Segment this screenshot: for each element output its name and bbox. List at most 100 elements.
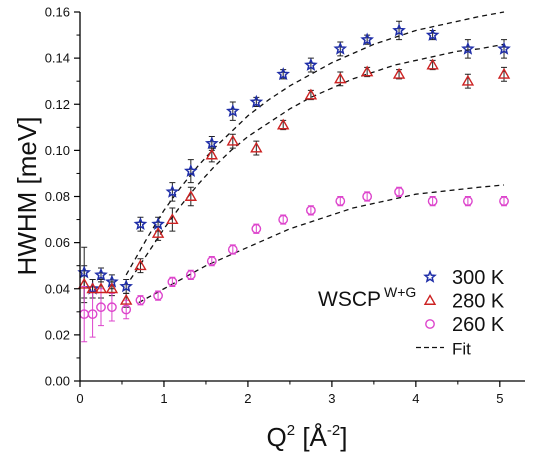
- x-tick-label-2: 2: [244, 391, 251, 406]
- fit-curve-1: [125, 11, 505, 276]
- axes: 0 1 2 3 4 5 0.00 0.02 0.04 0.06 0.08 0.10 0.12 0.14 0.…: [45, 5, 525, 406]
- legend-star-swatch: [423, 269, 437, 283]
- x-tick-label-5: 5: [496, 391, 503, 406]
- data-point-star-7: [151, 216, 165, 231]
- data-point-circle-16: [362, 191, 373, 202]
- error-bar-circle-3: [97, 288, 104, 327]
- y-tick-label-3: 0.06: [45, 235, 70, 250]
- legend-label-2: 280 K: [452, 291, 505, 313]
- legend-label-4: Fit: [452, 340, 471, 359]
- data-point-triangle-6: [134, 259, 147, 271]
- x-tick-label-1: 1: [160, 391, 167, 406]
- data-point-star-15: [333, 41, 348, 55]
- data-point-star-12: [249, 94, 264, 108]
- data-point-star-3: [94, 267, 108, 281]
- data-point-triangle-20: [497, 67, 511, 79]
- y-tick-label-4: 0.08: [45, 189, 70, 204]
- data-point-triangle-2: [86, 282, 99, 294]
- data-point-circle-12: [251, 223, 262, 234]
- data-point-circle-18: [427, 196, 438, 207]
- data-point-triangle-12: [250, 141, 263, 153]
- data-point-circle-17: [394, 186, 404, 197]
- y-tick-label-2: 0.04: [45, 281, 70, 296]
- data-point-triangle-9: [184, 190, 198, 201]
- legend-circle-swatch: [425, 319, 435, 329]
- x-axis-title-unit-sup: -2: [327, 422, 340, 439]
- x-axis-title-unit: [Å: [295, 422, 327, 452]
- data-point-circle-8: [167, 276, 178, 287]
- data-point-circle-11: [227, 244, 238, 255]
- data-point-circle-15: [335, 196, 346, 207]
- data-point-star-20: [497, 41, 511, 55]
- data-point-triangle-4: [105, 282, 119, 294]
- data-point-star-17: [392, 23, 406, 37]
- error-bar-circle-1: [81, 285, 88, 343]
- data-point-triangle-5: [119, 293, 133, 305]
- data-point-circle-7: [153, 290, 163, 301]
- data-point-triangle-1: [77, 277, 91, 289]
- data-point-triangle-13: [276, 118, 290, 130]
- x-tick-label-0: 0: [76, 391, 83, 406]
- data-point-triangle-19: [461, 74, 475, 86]
- data-point-circle-5: [121, 304, 132, 315]
- error-bar-star-9: [187, 159, 194, 184]
- y-tick-label-5: 0.10: [45, 143, 70, 158]
- y-tick-label-0: 0.00: [45, 374, 70, 389]
- data-point-circle-9: [185, 270, 196, 280]
- y-tick-label-7: 0.14: [45, 51, 70, 66]
- data-point-circle-19: [463, 196, 473, 207]
- data-point-triangle-8: [166, 213, 179, 225]
- x-axis-title-sup: 2: [287, 422, 295, 439]
- legend-label-1: 300 K: [452, 267, 505, 289]
- data-point-star-11: [225, 103, 240, 117]
- y-tick-label-6: 0.12: [45, 97, 70, 112]
- data-point-triangle-10: [205, 148, 219, 160]
- x-axis-title: Q2 [Å-2]: [267, 422, 348, 452]
- y-tick-label-8: 0.16: [45, 5, 70, 20]
- data-point-star-5: [119, 279, 134, 293]
- data-point-star-19: [461, 41, 475, 55]
- x-tick-label-4: 4: [412, 391, 419, 406]
- x-tick-label-3: 3: [328, 391, 335, 406]
- data-point-triangle-14: [304, 88, 318, 100]
- data-point-triangle-17: [392, 67, 406, 79]
- error-bar-triangle-8: [169, 207, 176, 232]
- x-axis-title-end: ]: [340, 422, 347, 452]
- y-tick-label-1: 0.02: [45, 327, 70, 342]
- error-bar-circle-5: [123, 299, 130, 320]
- data-point-star-8: [165, 184, 180, 198]
- x-axis-title-q: Q: [267, 422, 287, 452]
- y-axis-title: HWHM [meV]: [12, 117, 42, 276]
- data-point-star-18: [425, 27, 440, 41]
- data-point-circle-6: [135, 295, 146, 306]
- data-point-star-10: [204, 136, 219, 150]
- error-bar-circle-4: [108, 292, 115, 322]
- data-point-circle-10: [206, 256, 217, 266]
- data-point-triangle-16: [360, 65, 374, 77]
- sample-annotation-text: WSCP: [318, 288, 381, 311]
- legend-label-3: 260 K: [452, 314, 505, 336]
- data-point-circle-20: [499, 196, 509, 207]
- data-point-star-9: [183, 163, 198, 177]
- fit-curve-3: [138, 184, 505, 304]
- data-point-triangle-11: [226, 134, 240, 146]
- data-point-star-13: [276, 67, 291, 81]
- data-point-star-6: [133, 216, 148, 231]
- fit-curve-2: [129, 43, 505, 280]
- data-point-triangle-3: [94, 282, 108, 294]
- sample-annotation: WSCP W+G: [318, 284, 416, 311]
- data-point-triangle-7: [151, 226, 165, 238]
- data-point-triangle-15: [334, 72, 347, 84]
- data-point-circle-14: [305, 205, 316, 216]
- data-point-circle-13: [278, 214, 289, 225]
- data-point-star-14: [304, 57, 318, 71]
- legend-triangle-swatch: [423, 294, 437, 305]
- data-point-circle-3: [96, 302, 106, 313]
- plot-area: [77, 11, 511, 343]
- data-point-circle-2: [87, 309, 98, 320]
- data-point-star-16: [360, 32, 374, 46]
- data-point-triangle-18: [426, 58, 439, 70]
- sample-annotation-sup: W+G: [384, 284, 416, 300]
